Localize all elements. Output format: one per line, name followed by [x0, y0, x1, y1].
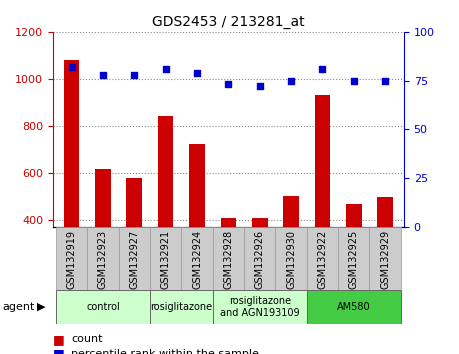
Text: GSM132927: GSM132927 [129, 230, 139, 289]
Text: GSM132928: GSM132928 [224, 230, 233, 289]
Bar [150, 290, 213, 324]
Bar [369, 227, 401, 290]
Bar [346, 204, 362, 313]
Point [99, 72, 106, 78]
Text: percentile rank within the sample: percentile rank within the sample [71, 349, 259, 354]
Text: rosiglitazone: rosiglitazone [150, 302, 213, 312]
Bar [127, 178, 142, 313]
Text: agent: agent [2, 302, 35, 312]
Point [68, 64, 75, 70]
Text: GSM132929: GSM132929 [380, 230, 390, 289]
Bar [64, 60, 79, 313]
Point [381, 78, 389, 84]
Bar [377, 197, 393, 313]
Point [162, 66, 169, 72]
Bar [220, 218, 236, 313]
Bar [189, 144, 205, 313]
Point [287, 78, 295, 84]
Bar [338, 227, 369, 290]
Bar [244, 227, 275, 290]
Text: GSM132926: GSM132926 [255, 230, 265, 289]
Bar [252, 218, 268, 313]
Point [319, 66, 326, 72]
Bar [56, 290, 150, 324]
Bar [118, 227, 150, 290]
Bar [95, 169, 111, 313]
Bar [181, 227, 213, 290]
Text: GSM132922: GSM132922 [318, 230, 327, 289]
Bar [275, 227, 307, 290]
Bar [283, 196, 299, 313]
Text: rosiglitazone
and AGN193109: rosiglitazone and AGN193109 [220, 296, 300, 318]
Text: GSM132923: GSM132923 [98, 230, 108, 289]
Text: GSM132930: GSM132930 [286, 230, 296, 289]
Text: ▶: ▶ [37, 302, 45, 312]
Bar [307, 290, 401, 324]
Text: GSM132924: GSM132924 [192, 230, 202, 289]
Text: AM580: AM580 [337, 302, 370, 312]
Point [350, 78, 358, 84]
Bar [314, 95, 330, 313]
Bar [150, 227, 181, 290]
Bar [213, 290, 307, 324]
Bar [158, 116, 174, 313]
Text: ■: ■ [53, 333, 65, 346]
Text: control: control [86, 302, 120, 312]
Point [131, 72, 138, 78]
Title: GDS2453 / 213281_at: GDS2453 / 213281_at [152, 16, 305, 29]
Point [193, 70, 201, 76]
Point [256, 84, 263, 89]
Bar [56, 227, 87, 290]
Text: GSM132921: GSM132921 [161, 230, 171, 289]
Bar [87, 227, 118, 290]
Text: GSM132919: GSM132919 [67, 230, 77, 289]
Point [225, 81, 232, 87]
Text: ■: ■ [53, 348, 65, 354]
Text: GSM132925: GSM132925 [349, 230, 359, 289]
Bar [307, 227, 338, 290]
Bar [213, 227, 244, 290]
Text: count: count [71, 334, 103, 344]
